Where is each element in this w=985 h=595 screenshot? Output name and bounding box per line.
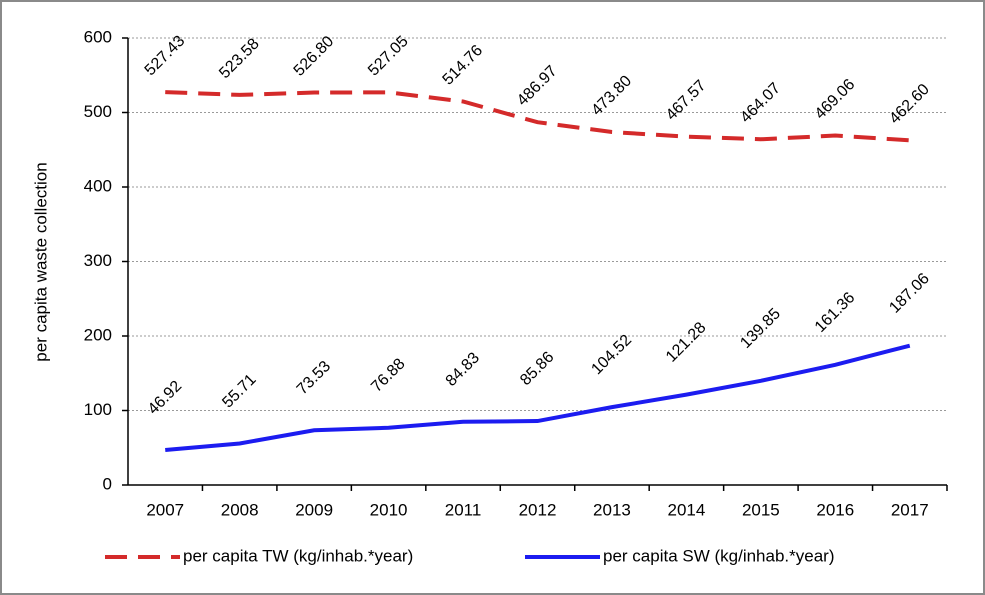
y-axis-title: per capita waste collection [31,162,50,361]
y-tick-label: 100 [84,400,112,419]
x-tick-label: 2012 [519,500,557,519]
x-tick-label: 2007 [146,500,184,519]
x-tick-label: 2016 [816,500,854,519]
x-tick-label: 2014 [667,500,705,519]
x-tick-label: 2015 [742,500,780,519]
x-tick-label: 2010 [370,500,408,519]
x-tick-label: 2008 [221,500,259,519]
x-tick-label: 2013 [593,500,631,519]
y-tick-label: 400 [84,176,112,195]
y-tick-label: 600 [84,27,112,46]
y-tick-label: 300 [84,251,112,270]
y-tick-label: 500 [84,102,112,121]
x-tick-label: 2017 [891,500,929,519]
y-tick-label: 200 [84,325,112,344]
series-line [165,343,911,453]
y-tick-label: 0 [103,474,112,493]
legend-label: per capita SW (kg/inhab.*year) [603,546,835,565]
x-tick-label: 2011 [445,500,482,519]
x-tick-label: 2009 [295,500,333,519]
legend-label: per capita TW (kg/inhab.*year) [183,546,413,565]
series-line [165,90,910,143]
